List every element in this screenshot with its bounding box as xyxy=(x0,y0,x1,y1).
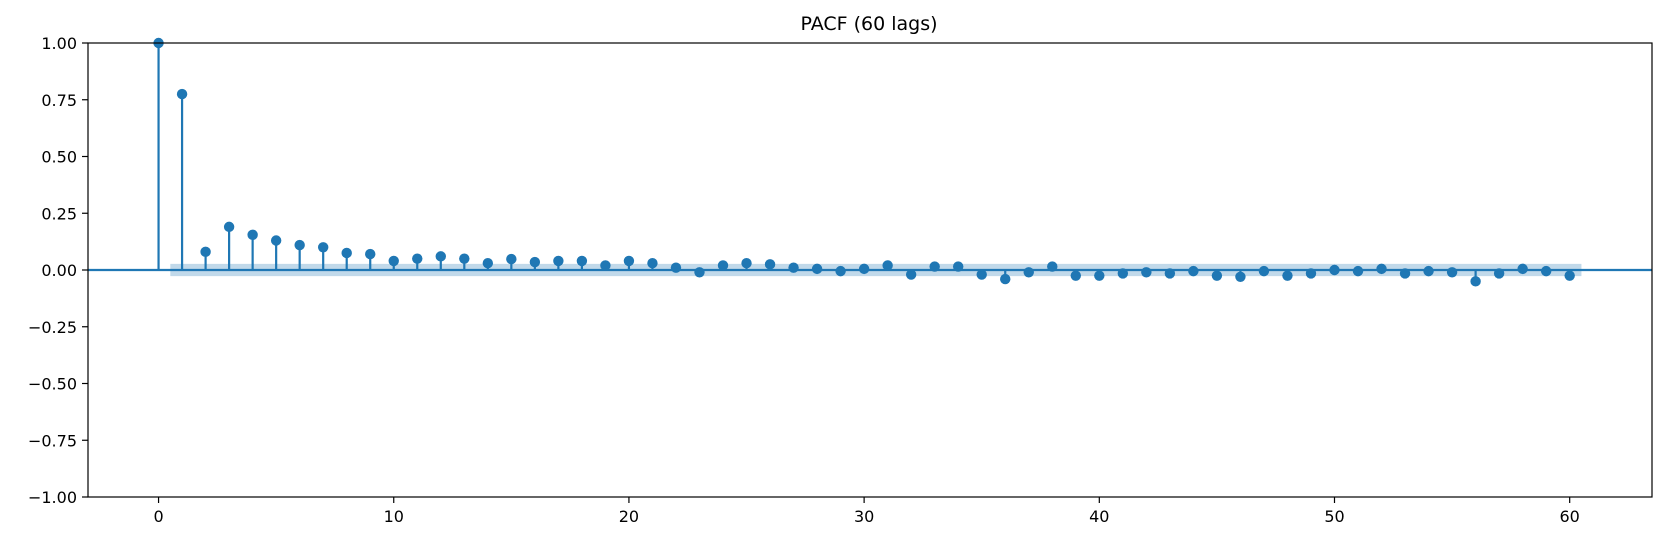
stem-marker xyxy=(882,260,893,271)
stem-marker xyxy=(905,269,917,280)
x-tick-label: 0 xyxy=(153,507,163,526)
stem-marker xyxy=(1352,265,1364,277)
stem-marker xyxy=(1258,265,1270,277)
stem-marker xyxy=(576,255,588,267)
y-tick-label: 0.50 xyxy=(41,148,77,167)
stem-marker xyxy=(1023,267,1034,278)
stem-marker xyxy=(247,229,258,241)
stem-marker xyxy=(1000,273,1011,285)
stem-marker xyxy=(1564,270,1575,281)
stem-marker xyxy=(1517,263,1528,275)
x-tick-label: 40 xyxy=(1089,507,1109,526)
stem-marker xyxy=(600,260,611,271)
stem-marker xyxy=(1540,265,1552,277)
stem-marker xyxy=(388,255,399,267)
y-tick-label: −0.75 xyxy=(28,431,77,450)
stem-marker xyxy=(1094,270,1105,281)
y-tick-label: 0.00 xyxy=(41,261,77,280)
stem-marker xyxy=(1235,271,1246,283)
stem-marker xyxy=(1141,267,1152,278)
y-tick-label: −1.00 xyxy=(28,488,77,507)
x-tick-label: 50 xyxy=(1324,507,1344,526)
stem-marker xyxy=(976,269,987,280)
stem-marker xyxy=(482,257,494,269)
stem-marker xyxy=(670,262,682,273)
stem-marker xyxy=(1376,263,1387,275)
stem-marker xyxy=(506,253,517,265)
stem-marker xyxy=(553,255,564,267)
stem-marker xyxy=(341,247,352,259)
stem-marker xyxy=(294,239,305,251)
stem-marker xyxy=(811,263,823,275)
x-tick-label: 10 xyxy=(384,507,404,526)
stem-marker xyxy=(647,257,658,269)
stem-marker xyxy=(1470,276,1481,287)
stem-marker xyxy=(1446,267,1458,278)
x-tick-label: 60 xyxy=(1560,507,1580,526)
stem-marker xyxy=(223,221,235,233)
stem-marker xyxy=(317,242,329,253)
y-tick-label: −0.50 xyxy=(28,375,77,394)
stem-marker xyxy=(741,257,752,269)
stem-marker xyxy=(1282,270,1293,281)
stem-marker xyxy=(1211,270,1223,281)
x-tick-label: 30 xyxy=(854,507,874,526)
stems-layer xyxy=(153,37,1575,287)
stem-marker xyxy=(435,251,446,262)
stem-marker xyxy=(694,267,705,278)
stem-marker xyxy=(1070,270,1081,281)
stem-marker xyxy=(412,253,423,264)
y-tick-label: 1.00 xyxy=(41,34,77,53)
stem-marker xyxy=(835,265,846,277)
stem-marker xyxy=(764,259,776,270)
stem-marker xyxy=(1423,265,1434,277)
axes-layer: 1.00 0.75 0.50 0.25 0.00 −0.25 −0.50 −0.75 −1.00… xyxy=(28,34,1653,526)
stem-marker xyxy=(529,256,541,268)
stem-marker xyxy=(717,260,729,271)
stem-marker xyxy=(270,235,282,246)
stem-marker xyxy=(176,88,188,100)
x-tick-label: 20 xyxy=(619,507,639,526)
y-tick-label: −0.25 xyxy=(28,318,77,337)
chart-title: PACF (60 lags) xyxy=(800,13,937,35)
stem-marker xyxy=(200,246,211,258)
stem-marker xyxy=(365,248,376,260)
y-tick-label: 0.25 xyxy=(41,204,77,223)
stem-marker xyxy=(623,255,635,267)
stem-marker xyxy=(858,263,870,275)
y-tick-label: 0.75 xyxy=(41,91,77,110)
stem-marker xyxy=(788,262,799,273)
stem-marker xyxy=(459,253,470,264)
stem-marker xyxy=(1188,265,1199,277)
